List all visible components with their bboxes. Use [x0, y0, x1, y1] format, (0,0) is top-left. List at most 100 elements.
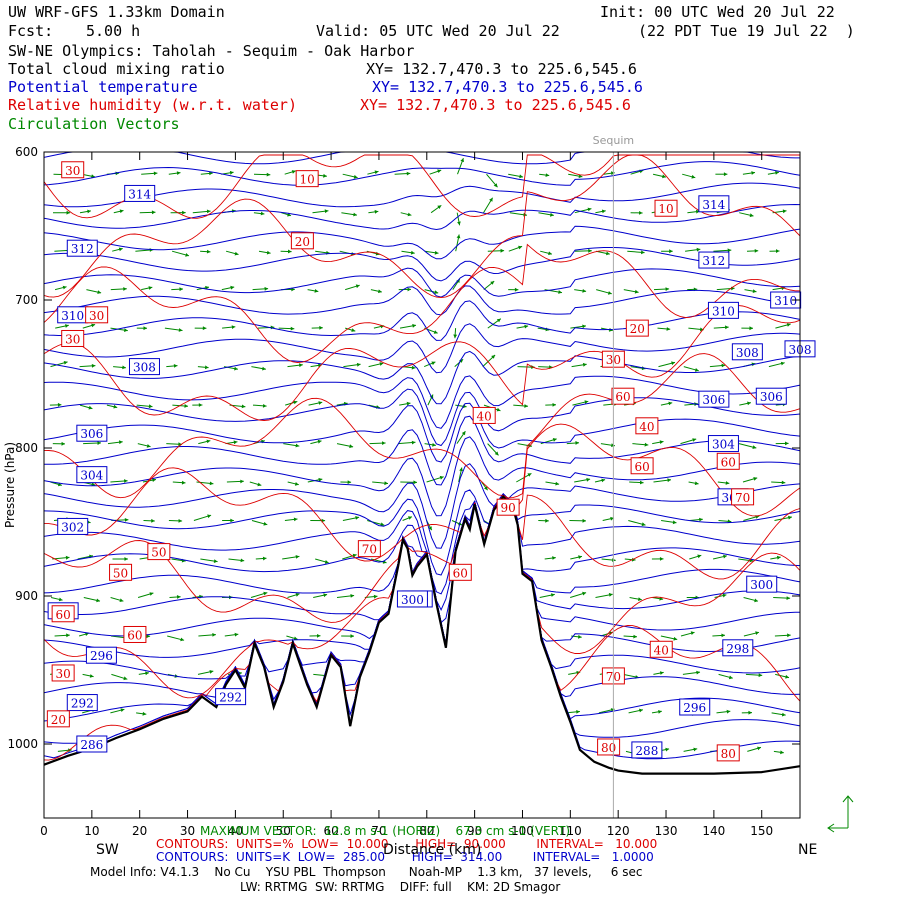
circulation-vector-head [380, 522, 385, 527]
circulation-vector-head [519, 174, 523, 179]
valid-time: Valid: 05 UTC Wed 20 Jul 22 [316, 22, 560, 40]
circulation-vector-head [578, 555, 582, 559]
rh-label-box [496, 498, 520, 516]
x-tick-label: 0 [40, 824, 48, 838]
circulation-vector-head [323, 593, 328, 598]
circulation-vector-head [775, 171, 779, 175]
circulation-vector-head [113, 404, 118, 409]
theta-label-box [57, 517, 89, 535]
x-tick-label: 90 [467, 824, 482, 838]
circulation-vector-head [552, 403, 556, 407]
circulation-vector-head [178, 328, 183, 332]
circulation-vector-head [299, 363, 303, 368]
circulation-vector-head [601, 478, 606, 483]
circulation-vector-head [349, 444, 354, 449]
rh-label: 80 [601, 741, 616, 755]
circulation-vector-head [459, 467, 463, 472]
circulation-vector-head [374, 209, 379, 214]
circulation-vector-head [696, 247, 701, 252]
circulation-vector-head [726, 709, 731, 714]
circulation-vector-head [457, 221, 461, 226]
theta-label: 304 [712, 438, 735, 452]
circulation-vector-head [87, 209, 91, 214]
circulation-vector-head [407, 212, 412, 217]
x-tick-label: 100 [511, 824, 534, 838]
rh-label: 60 [453, 566, 468, 580]
circulation-vector-head [355, 516, 360, 520]
circulation-vector-head [692, 438, 697, 442]
circulation-vector-head [350, 634, 354, 638]
circulation-vector-head [752, 289, 757, 293]
circulation-vector-head [671, 361, 675, 366]
rh-label: 40 [639, 420, 654, 434]
circulation-vector-head [173, 364, 178, 368]
circulation-vector-head [295, 593, 300, 597]
circulation-vector-head [68, 748, 72, 753]
circulation-vector-head [233, 440, 238, 445]
circulation-vector-head [124, 557, 128, 561]
circulation-vector-head [96, 598, 100, 603]
circulation-vector-head [548, 251, 552, 256]
circulation-vector-head [124, 479, 128, 483]
rh-label: 90 [500, 501, 515, 515]
circulation-vector-head [406, 401, 411, 406]
theta-contour-line [43, 151, 800, 165]
circulation-vector-head [411, 440, 416, 445]
circulation-vector-head [721, 363, 726, 368]
circulation-vector-head [518, 245, 523, 250]
rh-label-box [51, 664, 75, 682]
circulation-vector-head [179, 287, 183, 292]
y-tick-label: 1000 [7, 737, 38, 751]
circulation-vector-head [727, 248, 732, 253]
rh-label-box [51, 605, 75, 623]
circulation-vector-head [230, 285, 235, 290]
rh-label-box [716, 452, 740, 470]
rh-label: 60 [721, 455, 736, 469]
rh-label: 50 [113, 566, 128, 580]
circulation-vector-head [721, 633, 725, 638]
rh-label-box [630, 457, 654, 475]
circulation-vector-head [408, 516, 412, 520]
terrain-line [43, 495, 801, 775]
circulation-vector-head [608, 592, 613, 597]
circulation-vector-head [209, 171, 213, 176]
circulation-vector-head [659, 440, 664, 444]
circulation-vector-head [65, 324, 69, 328]
circulation-vector-head [631, 557, 636, 562]
y-tick-label: 600 [15, 145, 38, 159]
theta-label-box [66, 239, 98, 257]
circulation-vector-head [780, 361, 785, 366]
circulation-vector-head [545, 518, 549, 523]
circulation-vector-head [578, 634, 582, 639]
y-tick-label: 900 [15, 589, 38, 603]
circulation-vector-head [57, 402, 62, 407]
circulation-vector-head [91, 323, 96, 328]
circulation-vector-head [496, 318, 501, 323]
circulation-vector-head [607, 291, 612, 295]
var-rh-label: Relative humidity (w.r.t. water) [8, 96, 297, 114]
rh-contour-line [43, 353, 801, 499]
circulation-vector-head [353, 212, 357, 217]
circulation-vector-head [672, 520, 677, 525]
rh-label-box [448, 563, 472, 581]
circulation-vector-head [213, 559, 218, 563]
circulation-vector-head [317, 634, 321, 638]
circulation-vector-head [748, 710, 752, 715]
circulation-vector-head [97, 441, 101, 445]
circulation-vector-head [413, 480, 417, 485]
circulation-vector-head [514, 287, 519, 292]
theta-label: 292 [71, 697, 94, 711]
right-end-label: NE [798, 842, 818, 858]
circulation-vector-head [757, 746, 761, 751]
circulation-vector-head [558, 290, 562, 294]
circulation-vector-head [65, 555, 70, 560]
rh-label-box [649, 640, 673, 658]
x-tick-label: 30 [180, 824, 195, 838]
circulation-vector-head [209, 670, 214, 674]
circulation-vector-head [411, 365, 416, 370]
circulation-vector-head [264, 286, 269, 291]
forecast-value: 5.00 h [86, 22, 141, 40]
circulation-vector-head [611, 171, 615, 176]
theta-label-box [707, 301, 739, 319]
circulation-vector-head [666, 327, 671, 331]
